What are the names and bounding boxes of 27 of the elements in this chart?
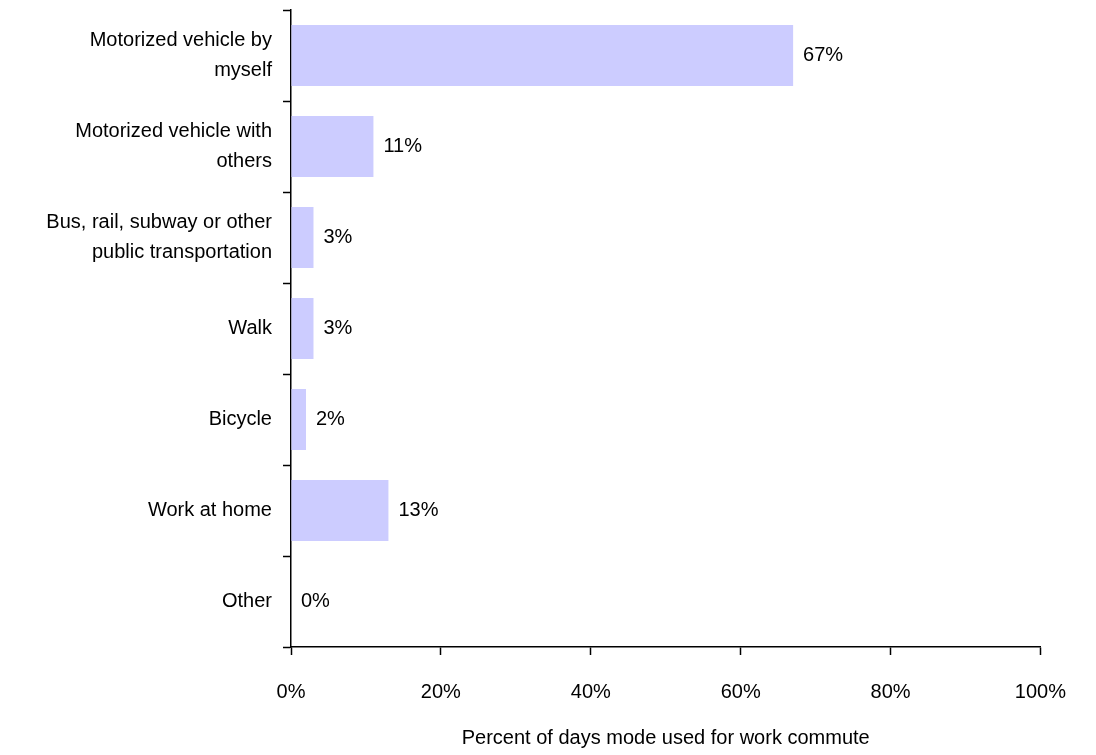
x-tick-label: 60% [720, 679, 761, 702]
bar [291, 116, 374, 177]
data-label: 13% [398, 498, 439, 521]
y-tick-label: Motorized vehicle by myself [89, 28, 273, 81]
y-tick-label: Walk [228, 316, 273, 339]
bar [291, 298, 314, 359]
data-label: 2% [315, 407, 346, 430]
bar [291, 25, 794, 86]
x-tick-label: 40% [570, 679, 611, 702]
data-label: 11% [383, 134, 423, 157]
y-tick-label: Bus, rail, subway or other public transportation [46, 210, 273, 263]
x-axis-title: Percent of days mode used for work commute [461, 725, 870, 748]
y-tick-label: Bicycle [208, 407, 272, 430]
bar [291, 389, 306, 450]
data-label: 67% [803, 43, 844, 66]
data-label: 3% [323, 225, 353, 248]
x-tick-label: 80% [870, 679, 911, 702]
x-tick-label: 20% [420, 679, 462, 702]
data-label: 3% [323, 316, 353, 339]
y-tick-label: Work at home [147, 498, 272, 521]
data-label: 0% [301, 589, 331, 612]
x-tick-label: 100% [1014, 679, 1067, 702]
y-tick-label: Motorized vehicle with others [75, 119, 272, 172]
y-tick-label: Other [221, 589, 273, 612]
x-tick-label: 0% [276, 679, 306, 702]
bar [291, 480, 389, 541]
bar [291, 207, 314, 268]
